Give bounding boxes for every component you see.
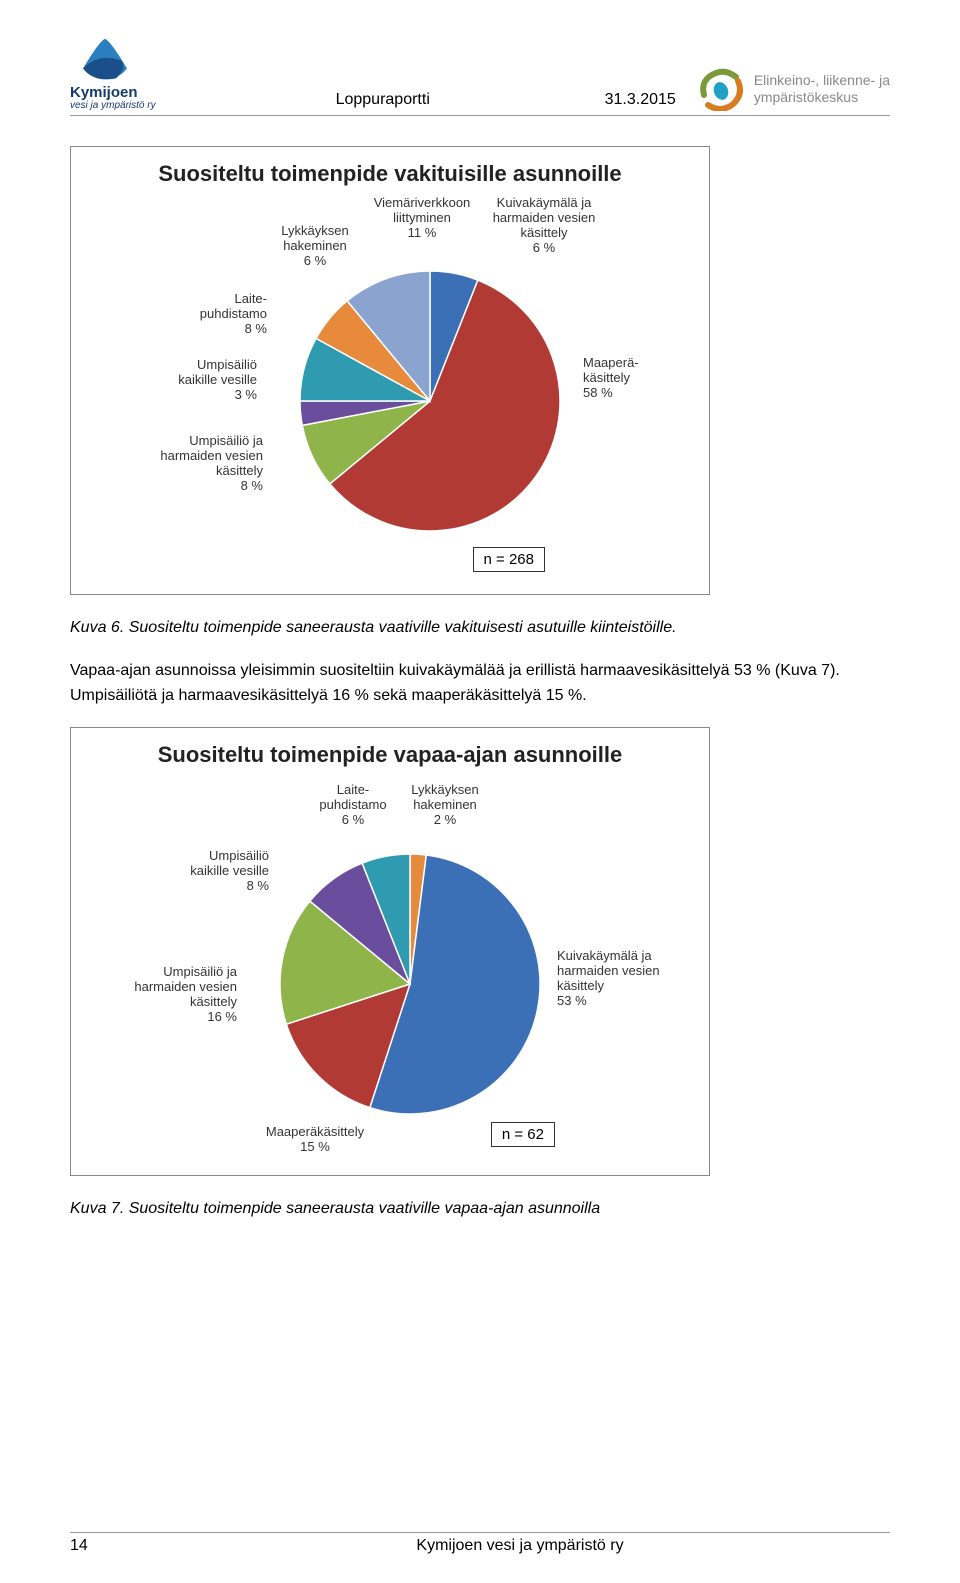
pie-chart-2: [275, 849, 545, 1119]
c2-pct-umpi-kaikille: 8 %: [169, 879, 269, 894]
chart-1-title: Suositeltu toimenpide vakituisille asunn…: [85, 161, 695, 186]
body-paragraph: Vapaa-ajan asunnoissa yleisimmin suosite…: [70, 659, 890, 709]
leaf-circle-icon: [696, 67, 746, 111]
doc-date: 31.3.2015: [605, 91, 676, 109]
c1-pct-umpi-kaikille: 3 %: [157, 388, 257, 403]
footer-org: Kymijoen vesi ja ympäristö ry: [150, 1537, 890, 1555]
c1-label-maapera: Maaperä-käsittely 58 %: [583, 356, 673, 401]
c1-label-kuivakaymala: Kuivakäymälä ja harmaiden vesien käsitte…: [489, 196, 599, 256]
c1-pct-kuivakaymala: 6 %: [489, 241, 599, 256]
pie-chart-1: [295, 266, 565, 536]
c2-pct-umpi-harmaa: 16 %: [127, 1010, 237, 1025]
chart-2-title: Suositeltu toimenpide vapaa-ajan asunnoi…: [85, 742, 695, 767]
header-center: Loppuraportti 31.3.2015: [156, 91, 696, 111]
chart-2-n: n = 62: [491, 1122, 555, 1147]
page-footer: 14 Kymijoen vesi ja ympäristö ry: [70, 1532, 890, 1555]
c2-pct-kuivakaymala: 53 %: [557, 994, 687, 1009]
logo-kymijoen: Kymijoen vesi ja ympäristö ry: [70, 30, 156, 111]
c2-label-lykkays: Lykkäyksen hakeminen 2 %: [405, 783, 485, 828]
chart-2-body: Laite-puhdistamo 6 % Lykkäyksen hakemine…: [85, 777, 695, 1157]
c1-pct-maapera: 58 %: [583, 386, 673, 401]
c1-pct-viemari: 11 %: [367, 226, 477, 241]
chart-1-box: Suositeltu toimenpide vakituisille asunn…: [70, 146, 710, 595]
c2-label-laite: Laite-puhdistamo 6 %: [313, 783, 393, 828]
doc-title: Loppuraportti: [336, 91, 430, 109]
logo-right-line1: Elinkeino-, liikenne- ja: [754, 72, 890, 89]
logo-left-name: Kymijoen: [70, 85, 138, 100]
c1-pct-umpi-harmaa: 8 %: [153, 479, 263, 494]
c1-label-viemari: Viemäriverkkoon liittyminen 11 %: [367, 196, 477, 241]
caption-2: Kuva 7. Suositeltu toimenpide saneeraust…: [70, 1200, 890, 1218]
c2-label-maapera: Maaperäkäsittely 15 %: [255, 1125, 375, 1155]
chart-2-box: Suositeltu toimenpide vapaa-ajan asunnoi…: [70, 727, 710, 1176]
c1-label-lykkays: Lykkäyksen hakeminen 6 %: [275, 224, 355, 269]
logo-right-line2: ympäristökeskus: [754, 89, 890, 106]
logo-ely: Elinkeino-, liikenne- ja ympäristökeskus: [696, 67, 890, 111]
chart-1-body: Viemäriverkkoon liittyminen 11 % Kuivakä…: [85, 196, 695, 576]
caption-1: Kuva 6. Suositeltu toimenpide saneeraust…: [70, 619, 890, 637]
logo-right-text: Elinkeino-, liikenne- ja ympäristökeskus: [754, 72, 890, 106]
c2-label-umpi-harmaa: Umpisäiliö ja harmaiden vesien käsittely…: [127, 965, 237, 1025]
c2-pct-lykkays: 2 %: [405, 813, 485, 828]
c1-label-umpi-harmaa: Umpisäiliö ja harmaiden vesien käsittely…: [153, 434, 263, 494]
c1-pct-lykkays: 6 %: [275, 254, 355, 269]
page-header: Kymijoen vesi ja ympäristö ry Loppurapor…: [70, 30, 890, 116]
c2-pct-maapera: 15 %: [255, 1140, 375, 1155]
c1-pct-laite: 8 %: [177, 322, 267, 337]
c2-pct-laite: 6 %: [313, 813, 393, 828]
c1-label-laite: Laite-puhdistamo 8 %: [177, 292, 267, 337]
water-drop-icon: [70, 30, 140, 85]
c2-label-kuivakaymala: Kuivakäymälä ja harmaiden vesien käsitte…: [557, 949, 687, 1009]
chart-1-n: n = 268: [473, 547, 545, 572]
page-number: 14: [70, 1537, 110, 1555]
c1-label-umpi-kaikille: Umpisäiliö kaikille vesille 3 %: [157, 358, 257, 403]
c2-label-umpi-kaikille: Umpisäiliö kaikille vesille 8 %: [169, 849, 269, 894]
logo-left-sub: vesi ja ympäristö ry: [70, 100, 156, 111]
